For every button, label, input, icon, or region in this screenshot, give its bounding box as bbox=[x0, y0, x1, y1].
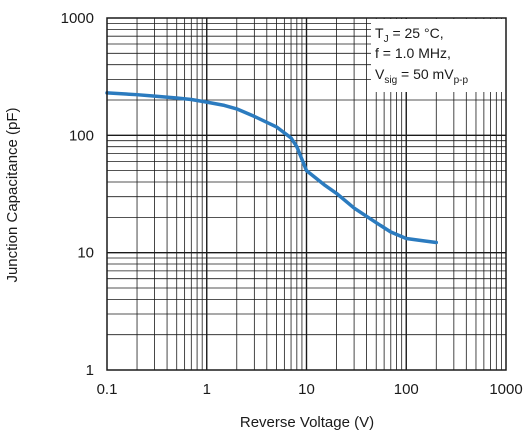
y-tick-label: 100 bbox=[69, 127, 94, 144]
plot-frame bbox=[106, 17, 507, 371]
x-tick-labels: 0.1 1 10 100 1000 bbox=[97, 381, 523, 398]
annotation-background bbox=[371, 19, 506, 92]
annotation-tj: TJ = 25 °C, bbox=[375, 25, 444, 45]
x-tick-label: 1000 bbox=[489, 381, 522, 398]
annotation-vsig: Vsig = 50 mVp-p bbox=[375, 66, 468, 86]
y-tick-label: 10 bbox=[77, 245, 94, 262]
x-tick-label: 10 bbox=[298, 381, 315, 398]
x-tick-label: 100 bbox=[394, 381, 419, 398]
y-tick-labels: 1 10 100 1000 bbox=[61, 10, 94, 379]
y-axis-label: Junction Capacitance (pF) bbox=[4, 107, 21, 282]
x-tick-label: 1 bbox=[203, 381, 211, 398]
capacitance-curve bbox=[105, 91, 439, 245]
annotation-frequency: f = 1.0 MHz, bbox=[375, 45, 451, 61]
annotation-text: TJ = 25 °C, f = 1.0 MHz, Vsig = 50 mVp-p bbox=[375, 25, 468, 86]
y-tick-label: 1 bbox=[86, 362, 94, 379]
x-axis-label: Reverse Voltage (V) bbox=[240, 414, 374, 431]
y-tick-label: 1000 bbox=[61, 10, 94, 27]
x-tick-label: 0.1 bbox=[97, 381, 118, 398]
minor-grid bbox=[107, 18, 506, 370]
